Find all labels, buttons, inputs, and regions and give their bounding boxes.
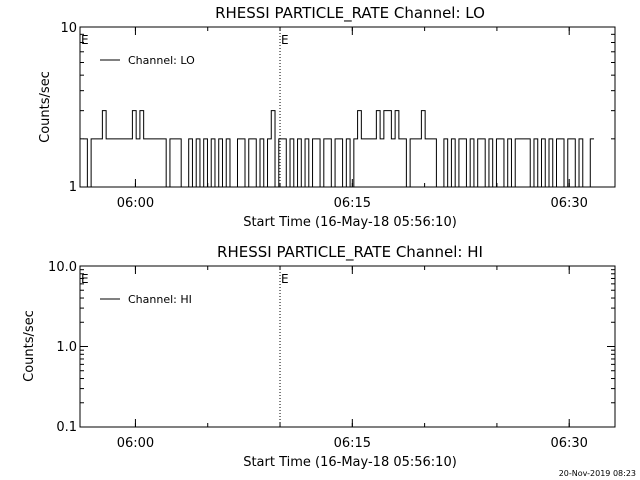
x-axis-label: Start Time (16-May-18 05:56:10): [243, 215, 457, 230]
event-marker-label: E: [281, 272, 289, 286]
event-marker-label-start: E: [81, 272, 89, 286]
x-tick-label: 06:30: [550, 436, 587, 451]
y-axis-label: Counts/sec: [22, 310, 37, 382]
event-marker-label-start: E: [81, 33, 89, 47]
x-tick-label: 06:30: [550, 196, 587, 211]
panel-lo: RHESSI PARTICLE_RATE Channel: LO Start T…: [38, 4, 616, 230]
footer-timestamp: 20-Nov-2019 08:23: [559, 469, 636, 478]
y-tick-label-bottom: 0.1: [56, 420, 77, 435]
x-tick-label: 06:15: [334, 436, 371, 451]
x-tick-label: 06:00: [117, 436, 154, 451]
series-line-channel-lo: [83, 110, 595, 188]
x-tick-label: 06:15: [334, 196, 371, 211]
legend-label: Channel: LO: [128, 54, 195, 67]
x-axis-label: Start Time (16-May-18 05:56:10): [243, 455, 457, 470]
y-tick-label-top: 10: [60, 21, 77, 36]
chart-title: RHESSI PARTICLE_RATE Channel: LO: [215, 4, 485, 23]
panel-hi: RHESSI PARTICLE_RATE Channel: HI Start T…: [22, 243, 616, 470]
series-group: [83, 110, 595, 188]
plot-frame: [79, 26, 616, 188]
event-marker-label: E: [281, 33, 289, 47]
event-markers: EEE: [81, 27, 289, 187]
y-axis-label: Counts/sec: [38, 71, 53, 143]
y-tick-label-top: 10.0: [48, 260, 77, 275]
y-tick-label-mid: 1.0: [56, 340, 77, 355]
chart-title: RHESSI PARTICLE_RATE Channel: HI: [217, 243, 483, 262]
y-tick-label-bottom: 1: [69, 180, 77, 195]
x-tick-label: 06:00: [117, 196, 154, 211]
legend-label: Channel: HI: [128, 293, 192, 306]
event-markers: EEE: [81, 266, 289, 427]
